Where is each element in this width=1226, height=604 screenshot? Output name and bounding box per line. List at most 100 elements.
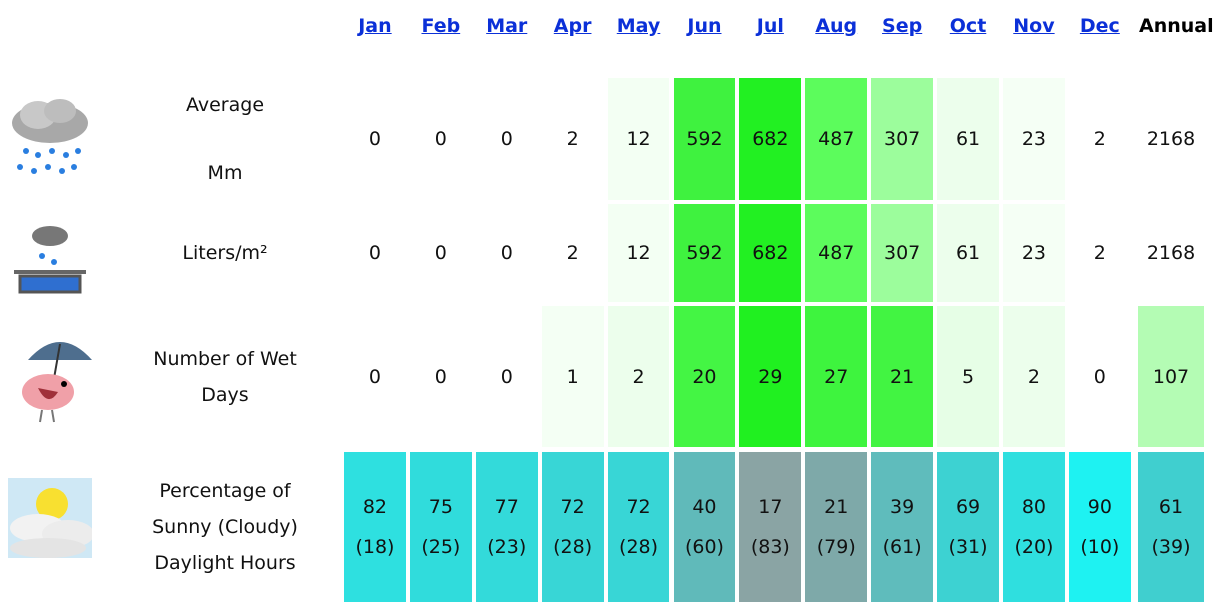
value-cell: 29 bbox=[739, 306, 802, 447]
cell-text: (18) bbox=[355, 536, 395, 558]
cell-text: 61 bbox=[955, 128, 981, 150]
value-cell: 12 bbox=[607, 204, 670, 302]
value-cell: 0 bbox=[409, 204, 472, 302]
value-cell: 0 bbox=[344, 78, 406, 200]
cell-text: 0 bbox=[500, 128, 513, 150]
value-cell: 23 bbox=[1003, 78, 1065, 200]
value-cell: 61 bbox=[937, 78, 999, 200]
cell-text: 77 bbox=[494, 496, 519, 518]
value-cell: 75 (25) bbox=[409, 452, 472, 602]
month-link[interactable]: May bbox=[616, 15, 661, 37]
cell-text: 2 bbox=[566, 242, 579, 264]
cell-text: (23) bbox=[487, 536, 527, 558]
cell-text: 40 bbox=[692, 496, 717, 518]
cell-text: 2168 bbox=[1146, 128, 1196, 150]
month-link[interactable]: Nov bbox=[1013, 15, 1055, 37]
bird-icon bbox=[22, 342, 92, 423]
month-link[interactable]: Mar bbox=[486, 15, 528, 37]
value-cell: 2 bbox=[1068, 204, 1131, 302]
value-cell: 307 bbox=[871, 204, 934, 302]
value-cell: 77 (23) bbox=[475, 452, 538, 602]
cell-text: 682 bbox=[752, 128, 789, 150]
month-link[interactable]: Jan bbox=[358, 15, 392, 37]
month-link[interactable]: Apr bbox=[553, 15, 592, 37]
value-cell: 23 bbox=[1003, 204, 1065, 302]
cell-text: 5 bbox=[961, 365, 975, 388]
cell-text: (10) bbox=[1080, 536, 1120, 558]
value-cell: 0 bbox=[475, 204, 538, 302]
value-cell: 20 bbox=[673, 306, 736, 447]
month-link[interactable]: Oct bbox=[949, 15, 987, 37]
value-cell: 61 bbox=[937, 204, 999, 302]
month-link[interactable]: Dec bbox=[1079, 15, 1120, 37]
value-cell: 307 bbox=[871, 78, 934, 200]
cell-text: 90 bbox=[1087, 496, 1112, 518]
cell-text: 23 bbox=[1021, 242, 1047, 264]
row-label: Average Mm bbox=[112, 78, 338, 200]
cell-text: 0 bbox=[434, 242, 447, 264]
cell-text: 1 bbox=[566, 365, 579, 388]
value-cell: 40 (60) bbox=[673, 452, 736, 602]
cell-text: 2 bbox=[1027, 365, 1040, 388]
cell-text: 69 bbox=[955, 496, 981, 518]
value-cell: 592 bbox=[673, 204, 736, 302]
cell-text: 61 bbox=[1158, 496, 1184, 518]
cell-text: (28) bbox=[553, 536, 593, 558]
month-link[interactable]: Sep bbox=[882, 15, 923, 37]
value-cell: 80 (20) bbox=[1003, 452, 1065, 602]
month-link[interactable]: Jul bbox=[756, 15, 784, 37]
cell-text: (39) bbox=[1151, 536, 1191, 558]
label-line: Average bbox=[185, 94, 265, 116]
bucket-icon bbox=[14, 226, 86, 294]
value-cell: 2 bbox=[1068, 78, 1131, 200]
cell-text: 80 bbox=[1021, 496, 1047, 518]
value-cell: 0 bbox=[1068, 306, 1131, 447]
sun-icon bbox=[8, 478, 92, 558]
label-line: Daylight Hours bbox=[154, 552, 296, 574]
cell-text: 0 bbox=[368, 242, 381, 264]
label-line: Percentage of bbox=[159, 480, 291, 502]
cell-text: 21 bbox=[890, 365, 915, 388]
value-cell: 21 (79) bbox=[805, 452, 868, 602]
value-cell: 107 bbox=[1138, 306, 1204, 447]
value-cell: 2 bbox=[541, 78, 604, 200]
cell-text: 21 bbox=[824, 496, 849, 518]
value-cell: 682 bbox=[739, 204, 802, 302]
month-link[interactable]: Feb bbox=[421, 15, 461, 37]
cell-text: 17 bbox=[758, 496, 783, 518]
value-cell: 2168 bbox=[1138, 78, 1204, 200]
cell-text: (61) bbox=[882, 536, 922, 558]
cell-text: (79) bbox=[816, 536, 856, 558]
month-link[interactable]: Jun bbox=[687, 15, 722, 37]
cell-text: 0 bbox=[500, 365, 513, 388]
value-cell: 0 bbox=[344, 306, 406, 447]
cell-text: 592 bbox=[686, 128, 723, 150]
value-cell: 0 bbox=[475, 306, 538, 447]
value-cell: 12 bbox=[607, 78, 670, 200]
value-cell: 682 bbox=[739, 78, 802, 200]
value-cell: 39 (61) bbox=[871, 452, 934, 602]
value-cell: 82 (18) bbox=[344, 452, 406, 602]
cell-text: 2168 bbox=[1146, 242, 1196, 264]
value-cell: 0 bbox=[409, 78, 472, 200]
label-line: Days bbox=[201, 383, 249, 406]
value-cell: 592 bbox=[673, 78, 736, 200]
month-link[interactable]: Aug bbox=[815, 15, 858, 37]
value-cell: 0 bbox=[475, 78, 538, 200]
cell-text: 0 bbox=[368, 365, 381, 388]
value-cell: 2168 bbox=[1138, 204, 1204, 302]
label-line: Mm bbox=[207, 162, 243, 184]
cell-text: 0 bbox=[500, 242, 513, 264]
cell-text: 27 bbox=[824, 365, 849, 388]
value-cell: 2 bbox=[541, 204, 604, 302]
row-label: Number of Wet Days bbox=[112, 306, 338, 447]
cell-text: 107 bbox=[1152, 365, 1190, 388]
label-line: Liters/m² bbox=[182, 242, 268, 264]
label-line: Sunny (Cloudy) bbox=[152, 516, 298, 538]
cell-text: 487 bbox=[818, 128, 855, 150]
value-cell: 487 bbox=[805, 78, 868, 200]
value-cell: 69 (31) bbox=[937, 452, 999, 602]
cell-text: 39 bbox=[890, 496, 915, 518]
cell-text: 23 bbox=[1021, 128, 1047, 150]
cell-text: 75 bbox=[428, 496, 453, 518]
